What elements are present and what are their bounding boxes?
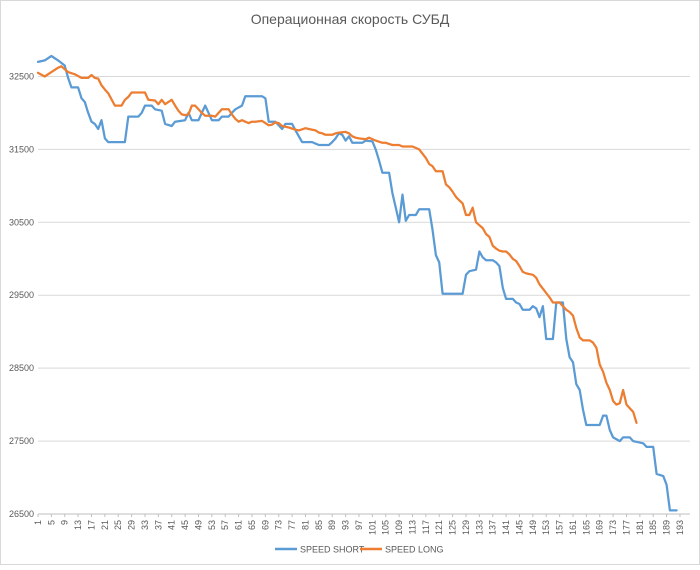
x-axis: 1 5 9 13 17 21 25 29 33 37 41 45 49 53 57 61 65 69 73 77 81 8… [33, 513, 690, 535]
x-tick-label: 125 [448, 520, 458, 535]
x-tick-label: 117 [421, 520, 431, 534]
series-lines [36, 54, 678, 512]
x-tick-label: 1 [33, 520, 43, 525]
x-tick-label: 113 [407, 520, 417, 534]
x-tick-label: 93 [341, 520, 351, 530]
x-tick-label: 129 [461, 520, 471, 535]
y-tick-label: 30500 [9, 217, 34, 227]
gridlines [38, 75, 690, 515]
x-tick-label: 53 [207, 520, 217, 530]
y-tick-label: 31500 [9, 144, 34, 154]
x-tick-label: 157 [555, 520, 565, 535]
x-tick-label: 161 [568, 520, 578, 535]
x-tick-label: 73 [274, 520, 284, 530]
x-tick-label: 65 [247, 520, 257, 530]
x-tick-label: 45 [180, 520, 190, 530]
chart-title: Операционная скорость СУБД [251, 11, 450, 27]
y-tick-label: 28500 [9, 363, 34, 373]
legend: SPEED SHORT SPEED LONG [275, 545, 444, 555]
x-tick-label: 193 [675, 520, 685, 535]
x-tick-label: 149 [528, 520, 538, 535]
legend-label: SPEED LONG [385, 545, 444, 555]
x-tick-label: 77 [287, 520, 297, 530]
x-tick-label: 101 [367, 520, 377, 535]
x-tick-label: 81 [300, 520, 310, 530]
x-tick-label: 25 [113, 520, 123, 530]
x-tick-label: 49 [193, 520, 203, 530]
x-tick-label: 165 [581, 520, 591, 535]
x-tick-label: 169 [595, 520, 605, 535]
x-tick-label: 13 [73, 520, 83, 530]
x-tick-label: 69 [260, 520, 270, 530]
x-tick-label: 121 [434, 520, 444, 535]
x-tick-label: 145 [514, 520, 524, 535]
y-tick-label: 26500 [9, 509, 34, 519]
x-tick-label: 61 [234, 520, 244, 530]
x-tick-label: 137 [488, 520, 498, 535]
x-tick-label: 133 [474, 520, 484, 535]
legend-label: SPEED SHORT [300, 545, 365, 555]
y-axis: 26500 27500 28500 29500 30500 31500 32500 [9, 71, 34, 519]
x-tick-label: 89 [327, 520, 337, 530]
x-tick-label: 57 [220, 520, 230, 530]
x-tick-label: 17 [86, 520, 96, 530]
x-tick-label: 153 [541, 520, 551, 535]
x-tick-label: 105 [381, 520, 391, 535]
x-tick-label: 29 [127, 520, 137, 530]
x-tick-label: 85 [314, 520, 324, 530]
x-tick-label: 173 [608, 520, 618, 535]
x-tick-label: 9 [60, 520, 70, 525]
series-line-speed-long [36, 65, 638, 424]
x-tick-label: 97 [354, 520, 364, 530]
x-tick-label: 5 [46, 520, 56, 525]
x-tick-label: 41 [167, 520, 177, 530]
x-tick-label: 21 [100, 520, 110, 530]
x-tick-label: 181 [635, 520, 645, 535]
series-line-speed-short [36, 54, 678, 512]
x-tick-label: 189 [662, 520, 672, 535]
x-tick-label: 185 [648, 520, 658, 535]
x-tick-label: 37 [153, 520, 163, 530]
x-tick-label: 33 [140, 520, 150, 530]
y-tick-label: 27500 [9, 436, 34, 446]
x-tick-label: 141 [501, 520, 511, 535]
x-tick-label: 109 [394, 520, 404, 535]
x-tick-label: 177 [621, 520, 631, 535]
y-tick-label: 29500 [9, 290, 34, 300]
y-tick-label: 32500 [9, 71, 34, 81]
